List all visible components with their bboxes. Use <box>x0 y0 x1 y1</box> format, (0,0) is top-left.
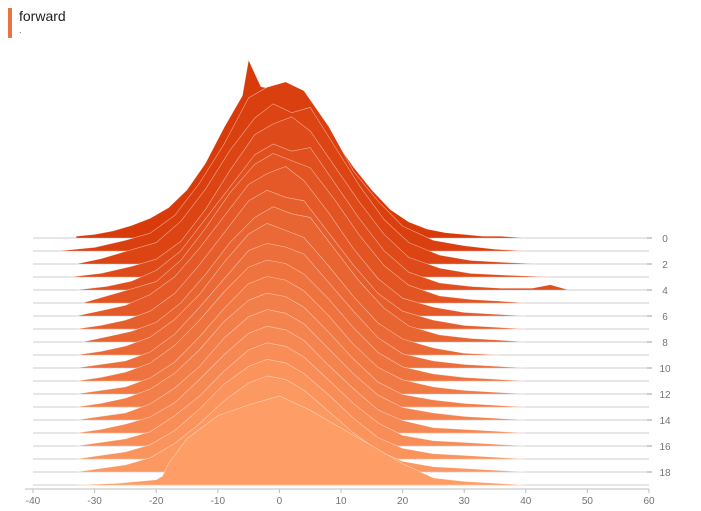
x-tick-label: 10 <box>335 496 347 507</box>
step-tick-label: 10 <box>659 364 671 375</box>
step-tick-label: 18 <box>659 468 671 479</box>
step-tick-label: 14 <box>659 416 671 427</box>
chart-title: forward <box>19 8 66 24</box>
x-tick-label: -20 <box>149 496 164 507</box>
step-tick-label: 12 <box>659 390 671 401</box>
x-tick-label: 0 <box>277 496 283 507</box>
x-tick-label: 50 <box>582 496 594 507</box>
step-tick-label: 16 <box>659 442 671 453</box>
x-tick-label: -40 <box>26 496 41 507</box>
x-tick-label: 20 <box>397 496 409 507</box>
ridge-step-19 <box>76 395 526 486</box>
x-tick-label: 40 <box>520 496 532 507</box>
x-tick-label: -10 <box>211 496 226 507</box>
chart-subtitle: . <box>19 25 22 35</box>
step-tick-label: 8 <box>662 338 668 349</box>
step-tick-label: 6 <box>662 312 668 323</box>
step-tick-label: 4 <box>662 286 668 297</box>
x-tick-label: -30 <box>87 496 102 507</box>
title-accent-bar <box>8 8 12 38</box>
ridge-series <box>57 59 569 486</box>
x-tick-label: 60 <box>643 496 655 507</box>
step-tick-label: 2 <box>662 260 668 271</box>
x-axis-ticks: -40 -30 -20 -10 0 10 20 30 40 50 60 <box>26 489 655 507</box>
step-tick-label: 0 <box>662 234 668 245</box>
x-tick-label: 30 <box>459 496 471 507</box>
step-axis-ticks: 0 2 4 6 8 10 12 14 16 18 <box>647 234 671 479</box>
